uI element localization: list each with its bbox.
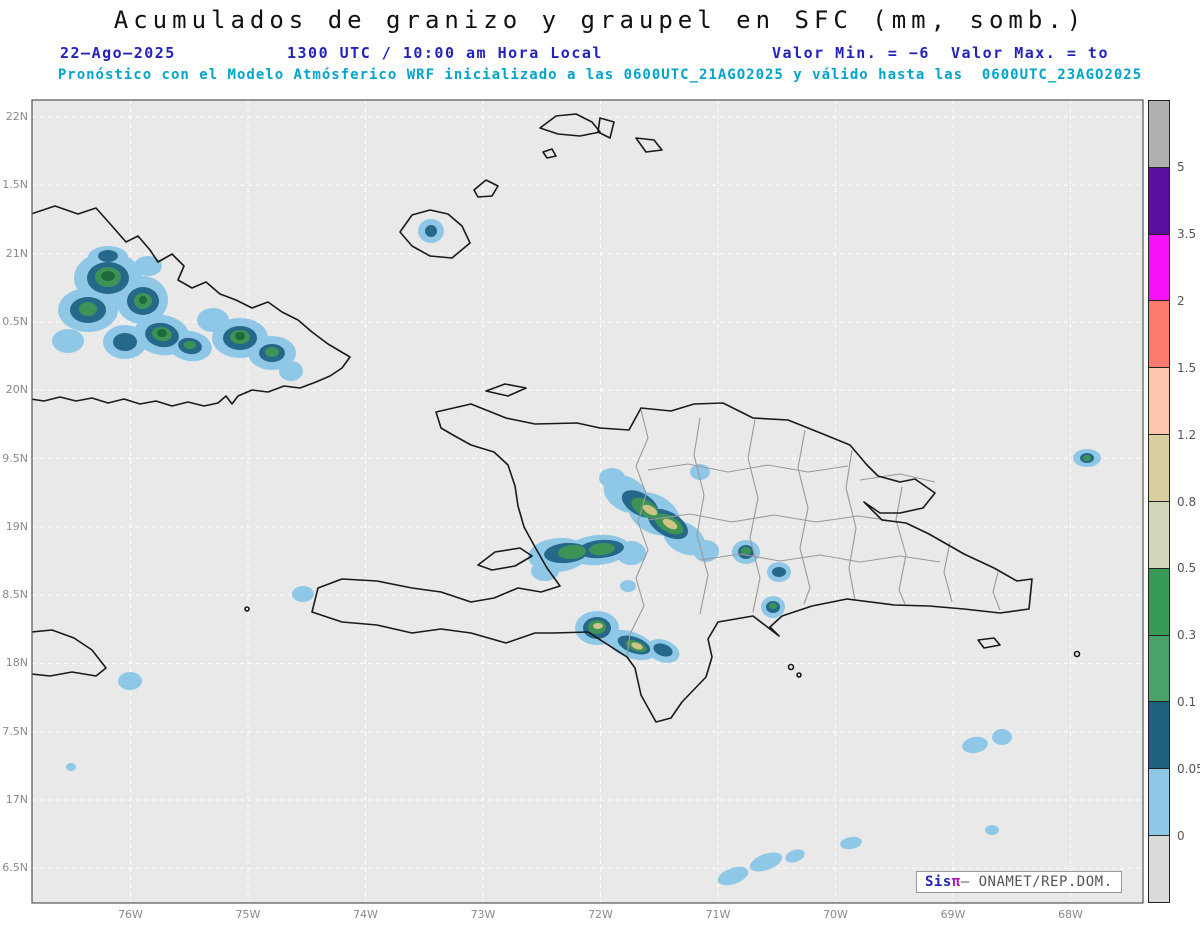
attribution-text: – ONAMET/REP.DOM. bbox=[960, 874, 1113, 890]
colorbar-segment bbox=[1149, 301, 1169, 369]
x-tick-label: 75W bbox=[235, 908, 261, 921]
beata-island bbox=[787, 663, 795, 671]
caicos-island-east bbox=[635, 137, 663, 153]
x-tick-label: 71W bbox=[705, 908, 731, 921]
jamaica-coastline bbox=[32, 629, 107, 677]
colorbar-segment bbox=[1149, 635, 1169, 703]
colorbar-segment bbox=[1149, 101, 1169, 168]
hail-shading-teal-layer bbox=[70, 225, 1094, 657]
colorbar-segment bbox=[1149, 836, 1169, 902]
province-borders-layer bbox=[626, 409, 1001, 658]
y-tick-label: 20N bbox=[5, 383, 28, 397]
map-title: Acumulados de granizo y graupel en SFC (… bbox=[113, 6, 1087, 34]
x-tick-label: 73W bbox=[470, 908, 496, 921]
y-tick-label: 21N bbox=[5, 246, 28, 260]
colorbar-tick-label: 1.5 bbox=[1177, 360, 1197, 375]
hail-shading-tan-layer bbox=[593, 504, 678, 650]
saona-island bbox=[977, 637, 1001, 649]
x-tick-label: 69W bbox=[940, 908, 966, 921]
cuba-coastline bbox=[32, 205, 351, 407]
colorbar-tick-label: 1.2 bbox=[1177, 427, 1197, 442]
colorbar-tick-label: 0.1 bbox=[1177, 695, 1197, 710]
colorbar-segment bbox=[1149, 167, 1169, 235]
minmax-values: Valor Min. = −6 Valor Max. = to bbox=[772, 44, 1109, 62]
attribution-pi-icon: π bbox=[951, 874, 961, 890]
map-background bbox=[32, 100, 1143, 903]
colorbar-tick-label: 2 bbox=[1177, 293, 1185, 308]
attribution-badge: Sisπ– ONAMET/REP.DOM. bbox=[916, 871, 1122, 893]
y-tick-label: 17N bbox=[5, 793, 28, 806]
little-inagua-island bbox=[473, 179, 499, 198]
caicos-island-small bbox=[542, 148, 557, 159]
great-inagua-island bbox=[399, 209, 471, 259]
x-tick-label: 68W bbox=[1058, 908, 1083, 921]
tortuga-island bbox=[485, 383, 527, 397]
colorbar-segment bbox=[1149, 702, 1169, 770]
colorbar-tick-label: 3.5 bbox=[1177, 226, 1197, 241]
colorbar-segment bbox=[1149, 501, 1169, 569]
y-tick-label: 0.5N bbox=[2, 314, 28, 328]
x-tick-label: 72W bbox=[588, 908, 613, 921]
y-tick-label: 6.5N bbox=[2, 861, 28, 875]
alto-velo-island bbox=[796, 672, 802, 678]
colorbar-tick-label: 0.5 bbox=[1177, 561, 1197, 576]
valid-date: 22–Ago–2025 bbox=[60, 44, 176, 62]
model-info-line: Pronóstico con el Modelo Atmósferico WRF… bbox=[57, 67, 1143, 83]
navassa-island bbox=[244, 606, 250, 612]
colorbar-tick-label: 5 bbox=[1177, 159, 1185, 174]
attribution-sis: Sis bbox=[925, 874, 952, 890]
plot-frame bbox=[31, 99, 1144, 904]
colorbar-segment bbox=[1149, 234, 1169, 302]
x-tick-label: 70W bbox=[823, 908, 848, 921]
colorbar-tick-label: 0 bbox=[1177, 829, 1185, 844]
hispaniola-coastline bbox=[311, 402, 1033, 723]
y-tick-label: 9.5N bbox=[2, 451, 28, 465]
valid-time: 1300 UTC / 10:00 am Hora Local bbox=[287, 44, 603, 62]
colorbar bbox=[1148, 100, 1170, 903]
colorbar-tick-label: 0.8 bbox=[1177, 494, 1197, 509]
y-tick-label: 7.5N bbox=[2, 724, 28, 738]
gridline-layer bbox=[32, 100, 1143, 903]
colorbar-tick-label: 0.3 bbox=[1177, 628, 1197, 643]
y-tick-label: 22N bbox=[5, 110, 28, 123]
hail-shading-dark-green-layer bbox=[101, 271, 245, 340]
x-tick-label: 74W bbox=[353, 908, 378, 921]
colorbar-segment bbox=[1149, 435, 1169, 502]
y-tick-label: 18N bbox=[5, 656, 28, 670]
colorbar-segment bbox=[1149, 769, 1169, 837]
y-tick-label: 19N bbox=[5, 519, 28, 533]
caicos-island-north bbox=[597, 117, 615, 139]
gonave-island bbox=[477, 547, 533, 571]
y-tick-label: 1.5N bbox=[2, 178, 28, 192]
colorbar-segment bbox=[1149, 368, 1169, 436]
caicos-island-west bbox=[539, 113, 601, 137]
x-tick-label: 76W bbox=[118, 908, 143, 921]
colorbar-tick-label: 0.05 bbox=[1177, 762, 1200, 777]
mona-island bbox=[1073, 650, 1081, 658]
colorbar-segment bbox=[1149, 568, 1169, 636]
subtitle-line: 22–Ago–2025 1300 UTC / 10:00 am Hora Loc… bbox=[0, 44, 1200, 64]
y-tick-label: 8.5N bbox=[2, 588, 28, 602]
coastline-layer bbox=[32, 113, 1081, 723]
